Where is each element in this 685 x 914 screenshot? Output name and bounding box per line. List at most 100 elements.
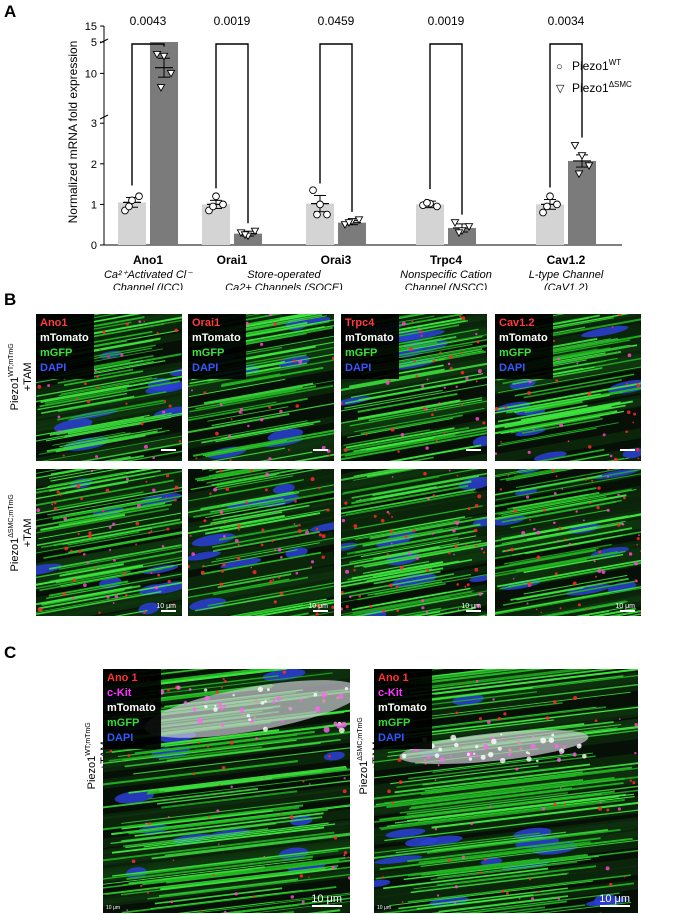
micrograph-image: Ano1 mTomato mGFP DAPI — [36, 314, 182, 461]
micrograph-image: 10 μm — [341, 469, 487, 616]
p-value-label: 0.0019 — [428, 14, 465, 28]
data-point — [464, 223, 474, 232]
y-axis-title: Normalized mRNA fold expression — [66, 41, 80, 224]
micrograph-image: Cav1.2 mTomato mGFP DAPI — [495, 314, 641, 461]
stain-label: mTomato — [40, 332, 89, 344]
stain-label: DAPI — [499, 362, 526, 374]
stain-label: mTomato — [107, 702, 156, 714]
bar — [338, 222, 366, 245]
stain-label: mTomato — [192, 332, 241, 344]
stain-label: mTomato — [499, 332, 548, 344]
stain-label: mGFP — [107, 717, 140, 729]
micrograph-image: 10 μm — [495, 469, 641, 616]
bar-chart: 0 1 2 3 5 10 15 Normalized mRNA fold expression… — [66, 14, 622, 290]
y-tick-label: 5 — [91, 37, 97, 49]
data-point — [454, 229, 464, 238]
panel-letter-b: B — [4, 290, 17, 309]
data-point — [125, 202, 133, 211]
stain-label: mGFP — [192, 347, 225, 359]
stain-label: DAPI — [40, 362, 67, 374]
micrograph-image: Ano 1 c-Kit mTomato mGFP DAPI 10 μm 10 μm — [374, 669, 638, 913]
data-point — [209, 202, 217, 211]
data-point — [152, 50, 162, 59]
scale-bar-label: 10 μm — [599, 893, 630, 905]
data-point — [584, 162, 594, 171]
scale-bar-label: 10 μm — [311, 893, 342, 905]
significance-bracket — [549, 43, 583, 188]
stain-label: Ano 1 — [378, 672, 409, 684]
micrograph-image: Ano 1 c-Kit mTomato mGFP DAPI 10 μm 10 μm — [103, 669, 350, 913]
group-label: Store-operated Ca2+ Channels (SOCE) — [225, 269, 343, 290]
data-point — [240, 231, 250, 240]
data-point — [423, 198, 431, 207]
p-value-label: 0.0043 — [130, 14, 167, 28]
stain-label-box: Orai1 mTomato mGFP DAPI — [188, 314, 246, 379]
legend-item-smc: ▽ Piezo1ΔSMC — [556, 76, 632, 98]
scale-bar: 10 μm — [311, 893, 342, 907]
corner-scale-text: 10 μm — [106, 905, 120, 911]
data-point — [135, 192, 143, 201]
stain-label-box: Ano1 mTomato mGFP DAPI — [36, 314, 94, 379]
stain-label: mTomato — [345, 332, 394, 344]
significance-bracket — [429, 43, 463, 215]
data-point — [553, 200, 561, 209]
significance-bracket — [319, 43, 353, 212]
data-point — [156, 84, 166, 92]
data-point — [250, 227, 260, 236]
group-label: L-type Channel (CaV1.2) — [529, 269, 604, 290]
data-point — [219, 200, 227, 209]
panel-b-row-label-smc: Piezo1ΔSMC;mTmG +TAM — [8, 494, 34, 572]
category-label: Trpc4 — [430, 253, 462, 267]
scale-bar — [620, 449, 635, 451]
y-tick-label: 10 — [85, 68, 97, 80]
scale-bar-label: 10 μm — [308, 603, 328, 610]
data-point — [539, 208, 547, 217]
scale-bar-label: 10 μm — [156, 603, 176, 610]
category-label: Cav1.2 — [547, 253, 586, 267]
data-point — [546, 192, 554, 201]
scale-bar: 10 μm — [308, 603, 328, 612]
data-point — [166, 69, 176, 78]
circle-marker-icon: ○ — [556, 61, 563, 73]
micrograph-image: Trpc4 mTomato mGFP DAPI — [341, 314, 487, 461]
stain-label: DAPI — [345, 362, 372, 374]
data-point — [323, 210, 331, 219]
scale-bar — [161, 449, 176, 451]
micrograph-image: Orai1 mTomato mGFP DAPI — [188, 314, 334, 461]
stain-label: Orai1 — [192, 317, 221, 329]
stain-label: Ano1 — [40, 317, 68, 329]
data-point — [354, 216, 364, 225]
y-tick-label: 0 — [91, 240, 97, 252]
stain-label: mGFP — [345, 347, 378, 359]
p-value-label: 0.0034 — [548, 14, 585, 28]
data-point — [128, 196, 136, 205]
data-point — [450, 219, 460, 227]
stain-label: mGFP — [40, 347, 73, 359]
micrograph-image: 10 μm — [36, 469, 182, 616]
scale-bar-label: 10 μm — [615, 603, 635, 610]
data-point — [309, 186, 317, 195]
group-label: Nonspecific Cation Channel (NSCC) — [400, 269, 492, 290]
scale-bar: 10 μm — [461, 603, 481, 612]
stain-label-box: Cav1.2 mTomato mGFP DAPI — [495, 314, 553, 379]
data-point — [316, 200, 324, 209]
scale-bar-label: 10 μm — [461, 603, 481, 610]
data-point — [574, 170, 584, 179]
p-value-label: 0.0459 — [318, 14, 355, 28]
scale-bar: 10 μm — [599, 893, 630, 907]
data-point — [212, 192, 220, 201]
stain-label-box: Ano 1 c-Kit mTomato mGFP DAPI — [103, 669, 161, 749]
chart-legend: ○ Piezo1WT ▽ Piezo1ΔSMC — [556, 54, 632, 98]
axis-break-mark — [99, 114, 109, 120]
panel-letter-a: A — [4, 2, 17, 21]
significance-bracket — [215, 43, 249, 224]
stain-label: DAPI — [378, 732, 405, 744]
data-point — [433, 202, 441, 211]
stain-label: DAPI — [107, 732, 134, 744]
y-tick-label: 15 — [85, 21, 97, 33]
y-tick-label: 3 — [91, 118, 97, 130]
stain-label: mTomato — [378, 702, 427, 714]
micrograph-image: 10 μm — [188, 469, 334, 616]
stain-label: Ano 1 — [107, 672, 138, 684]
data-point — [344, 219, 354, 227]
